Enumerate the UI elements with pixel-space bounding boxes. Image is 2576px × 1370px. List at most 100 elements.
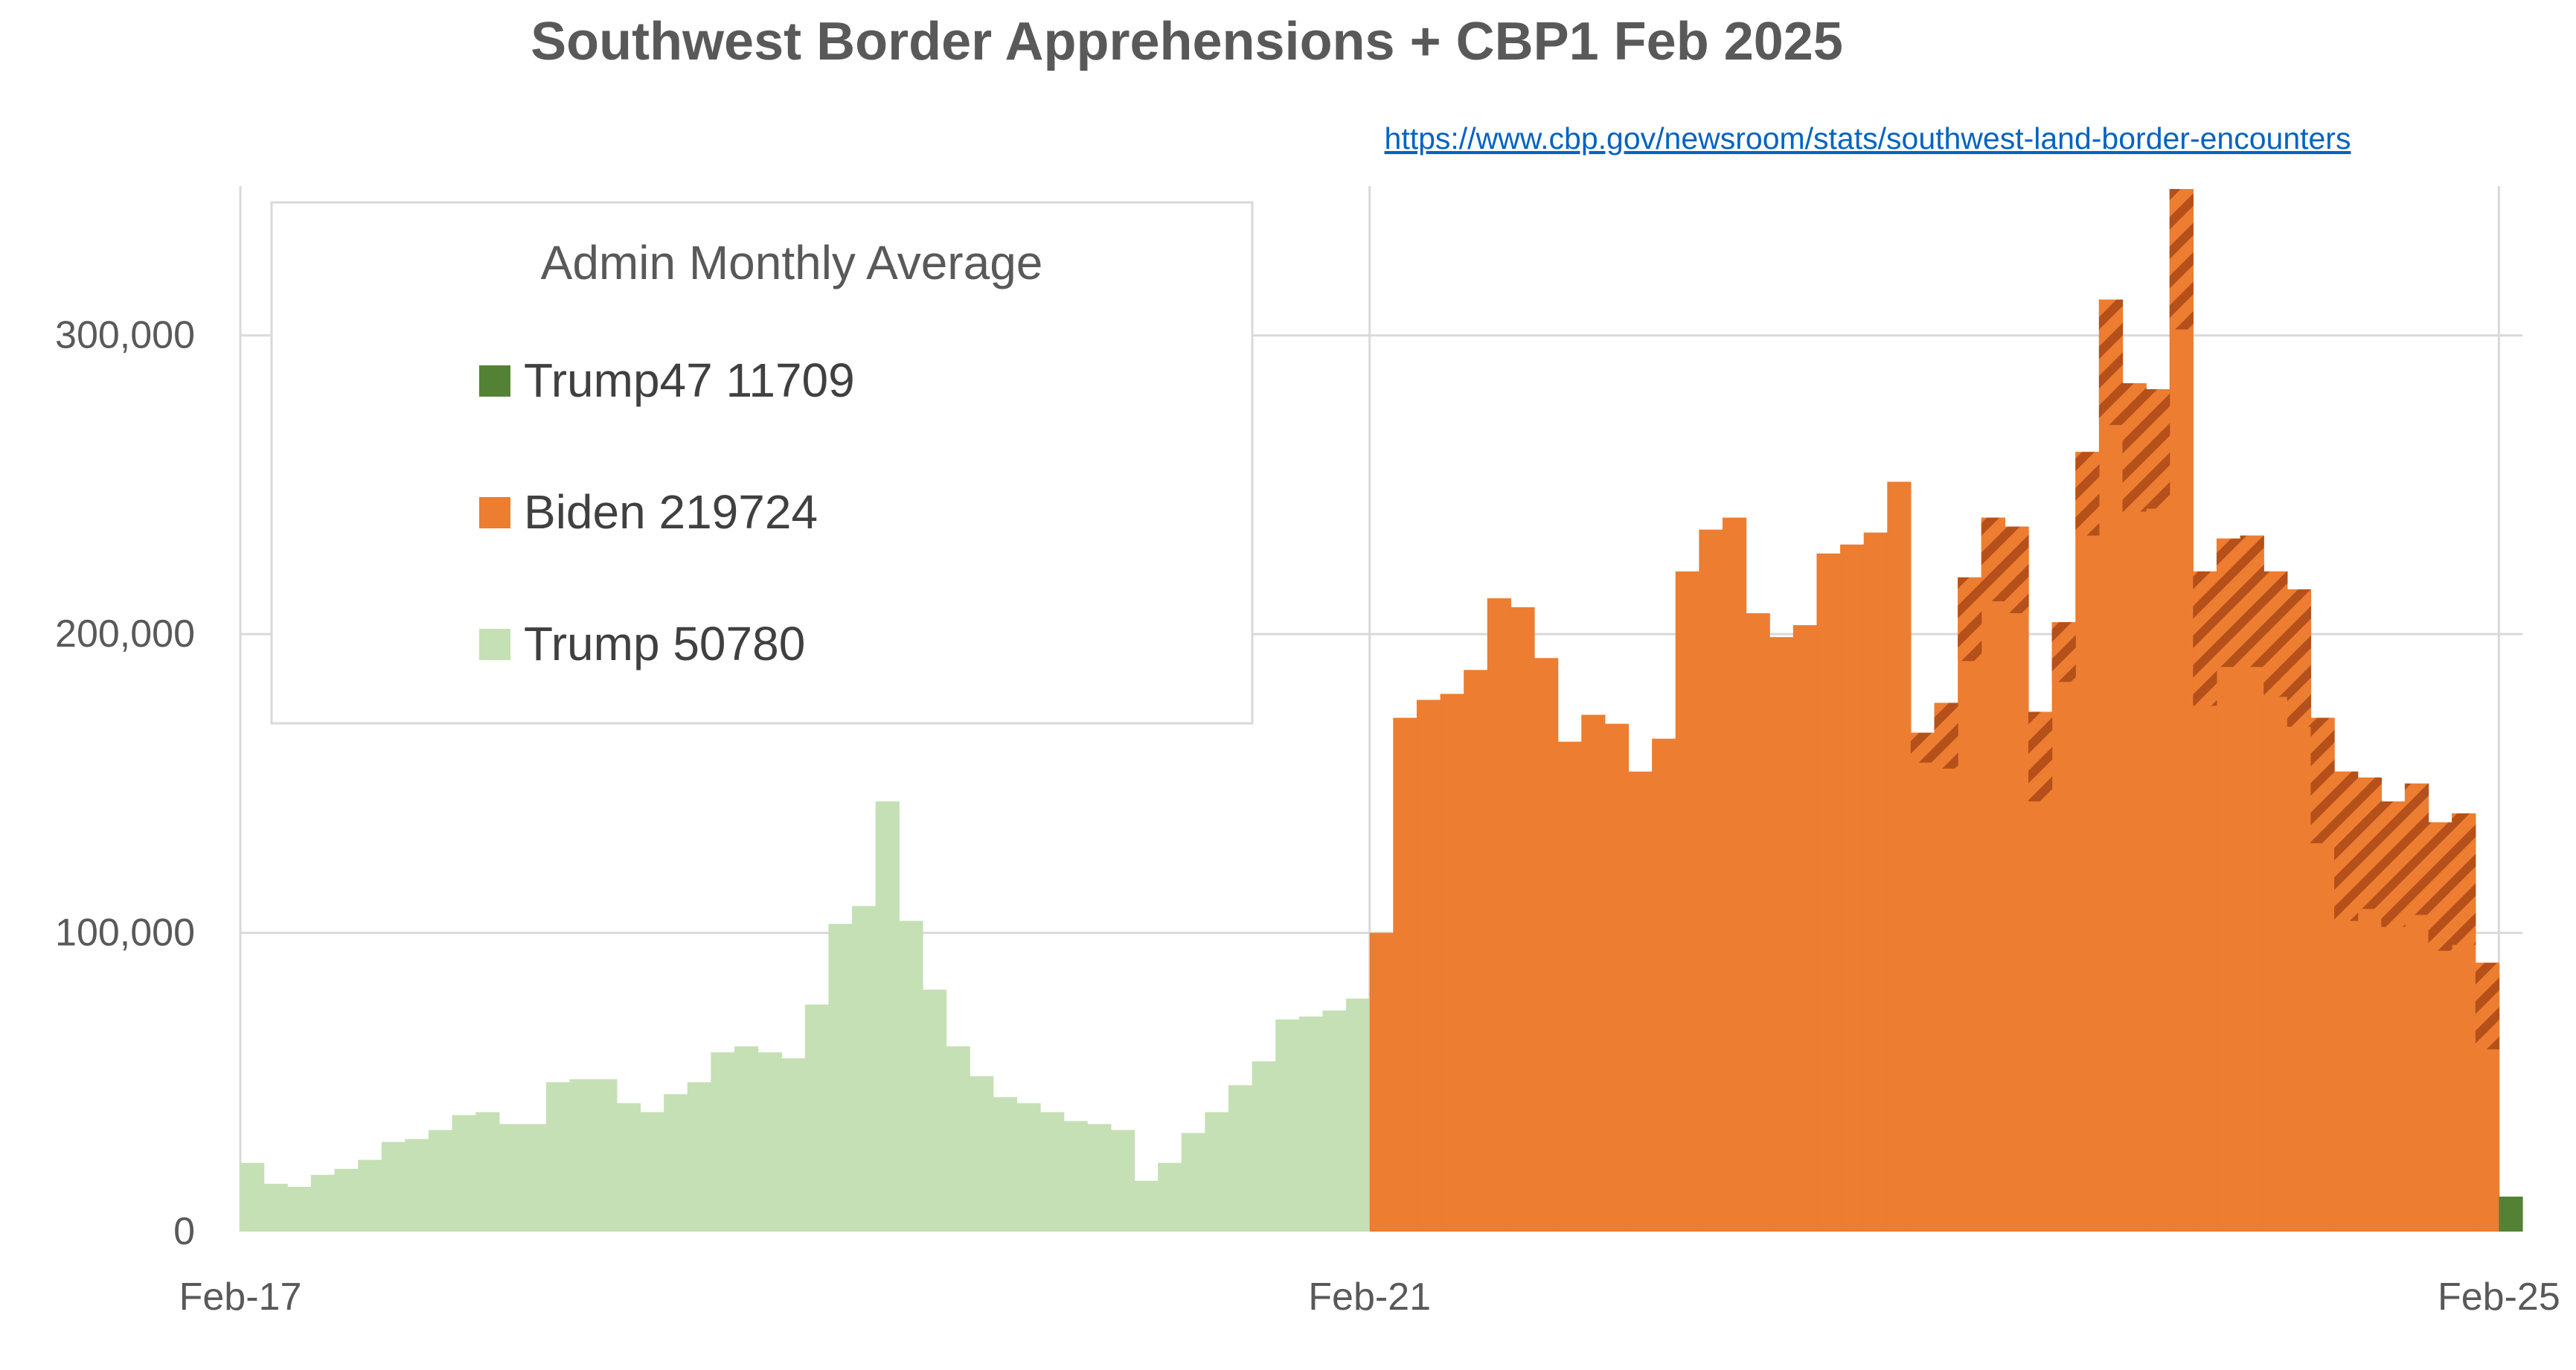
- bar-cbp1-hatched: [2381, 801, 2406, 927]
- bar-biden: [1840, 544, 1865, 1232]
- bar-trump: [711, 1052, 735, 1232]
- bar-cbp1-hatched: [2169, 189, 2194, 330]
- bar-biden: [2146, 388, 2170, 1232]
- bar-cbp1-hatched: [1981, 517, 2005, 601]
- y-axis-ticks: 0 100,000 200,000 300,000: [55, 314, 195, 1253]
- bar-trump: [310, 1174, 336, 1232]
- bar-biden: [1958, 577, 1982, 1232]
- bar-trump: [922, 989, 947, 1232]
- bar-trump: [993, 1097, 1018, 1232]
- bar-trump: [1252, 1061, 1276, 1232]
- bar-trump: [1158, 1162, 1182, 1232]
- bar-cbp1-hatched: [2263, 571, 2288, 697]
- bar-trump: [263, 1183, 288, 1232]
- bar-biden: [1393, 717, 1417, 1232]
- bar-trump: [287, 1186, 312, 1232]
- bar-cbp1-hatched: [2428, 822, 2452, 951]
- legend: Admin Monthly Average Trump47 11709 Biden…: [270, 201, 1254, 725]
- bar-trump: [381, 1142, 406, 1232]
- bar-trump: [757, 1052, 782, 1232]
- legend-swatch: [479, 629, 510, 660]
- legend-label: Trump47 11709: [524, 353, 855, 407]
- bar-trump: [1110, 1130, 1135, 1232]
- bar-cbp1-hatched: [2098, 299, 2124, 426]
- bar-trump: [452, 1115, 476, 1232]
- bar-biden: [1910, 732, 1935, 1232]
- bar-trump: [428, 1130, 453, 1232]
- bar-trump: [1275, 1019, 1300, 1232]
- bar-cbp1-hatched: [2452, 813, 2476, 945]
- bar-trump: [1134, 1180, 1159, 1232]
- bar-trump: [1040, 1112, 1065, 1232]
- bar-biden: [1934, 702, 1958, 1232]
- bar-trump: [1322, 1010, 1347, 1232]
- bar-biden: [1722, 517, 1747, 1232]
- bar-biden: [1699, 529, 1723, 1232]
- legend-title: Admin Monthly Average: [541, 236, 1043, 289]
- bar-trump: [664, 1094, 688, 1232]
- bar-biden: [2169, 189, 2194, 1232]
- chart-title: Southwest Border Apprehensions + CBP1 Fe…: [531, 12, 1843, 71]
- bar-cbp1-hatched: [2005, 526, 2029, 614]
- bar-biden: [1487, 598, 1512, 1232]
- bar-cbp1-hatched: [2404, 783, 2429, 915]
- bar-cbp1-hatched: [2216, 538, 2241, 668]
- bar-trump: [640, 1112, 664, 1232]
- bar-cbp1-hatched: [2028, 711, 2053, 801]
- bar-biden: [1769, 637, 1794, 1232]
- bar-trump: [804, 1004, 830, 1232]
- bar-biden: [1675, 571, 1699, 1232]
- bar-trump: [875, 801, 900, 1232]
- bar-trump: [616, 1103, 641, 1232]
- source-link[interactable]: https://www.cbp.gov/newsroom/stats/south…: [1385, 121, 2351, 156]
- bar-biden: [2075, 452, 2100, 1232]
- bar-biden: [1887, 481, 1912, 1232]
- bar-cbp1-hatched: [2334, 771, 2359, 921]
- legend-box: [270, 201, 1254, 725]
- bar-cbp1-hatched: [1910, 732, 1935, 763]
- y-tick-label: 0: [173, 1210, 195, 1253]
- x-axis-ticks: Feb-17 Feb-21 Feb-25: [179, 1275, 2560, 1319]
- bar-trump47: [2499, 1196, 2523, 1232]
- bar-biden: [2098, 299, 2124, 1232]
- bar-cbp1-hatched: [2075, 452, 2100, 536]
- bar-cbp1-hatched: [1934, 702, 1958, 769]
- bar-trump: [828, 924, 853, 1232]
- bar-trump: [1228, 1085, 1253, 1232]
- bar-trump: [1298, 1016, 1324, 1232]
- bar-cbp1-hatched: [2475, 962, 2499, 1050]
- bar-trump: [593, 1079, 618, 1232]
- bar-trump: [1063, 1121, 1088, 1232]
- bar-cbp1-hatched: [1958, 577, 1982, 662]
- x-tick-label: Feb-25: [2438, 1275, 2560, 1319]
- bar-trump: [499, 1124, 524, 1232]
- bar-biden: [1816, 553, 1841, 1232]
- bar-biden: [1652, 738, 1676, 1232]
- x-tick-label: Feb-21: [1308, 1275, 1431, 1319]
- legend-label: Biden 219724: [524, 485, 818, 539]
- y-tick-label: 100,000: [55, 912, 195, 955]
- bar-biden: [1863, 532, 1888, 1232]
- bar-cbp1-hatched: [2051, 622, 2076, 682]
- bar-trump: [946, 1046, 970, 1232]
- bar-trump: [1016, 1103, 1041, 1232]
- bar-trump: [1087, 1124, 1112, 1232]
- y-tick-label: 300,000: [55, 314, 195, 357]
- bar-cbp1-hatched: [2310, 717, 2335, 844]
- bar-cbp1-hatched: [2193, 571, 2217, 706]
- bar-cbp1-hatched: [2357, 777, 2382, 909]
- bar-trump: [358, 1159, 382, 1232]
- bar-biden: [1746, 613, 1770, 1232]
- bar-trump: [781, 1058, 806, 1232]
- bar-trump: [899, 921, 923, 1232]
- bar-trump: [475, 1112, 500, 1232]
- bar-trump: [1205, 1112, 1229, 1232]
- bar-trump: [334, 1168, 359, 1232]
- bar-trump: [569, 1079, 594, 1232]
- bar-biden: [1534, 658, 1559, 1232]
- bar-biden: [1628, 771, 1653, 1232]
- bar-biden: [1604, 723, 1630, 1232]
- bar-trump: [852, 906, 877, 1232]
- bar-cbp1-hatched: [2240, 535, 2264, 668]
- bar-biden: [1981, 517, 2005, 1232]
